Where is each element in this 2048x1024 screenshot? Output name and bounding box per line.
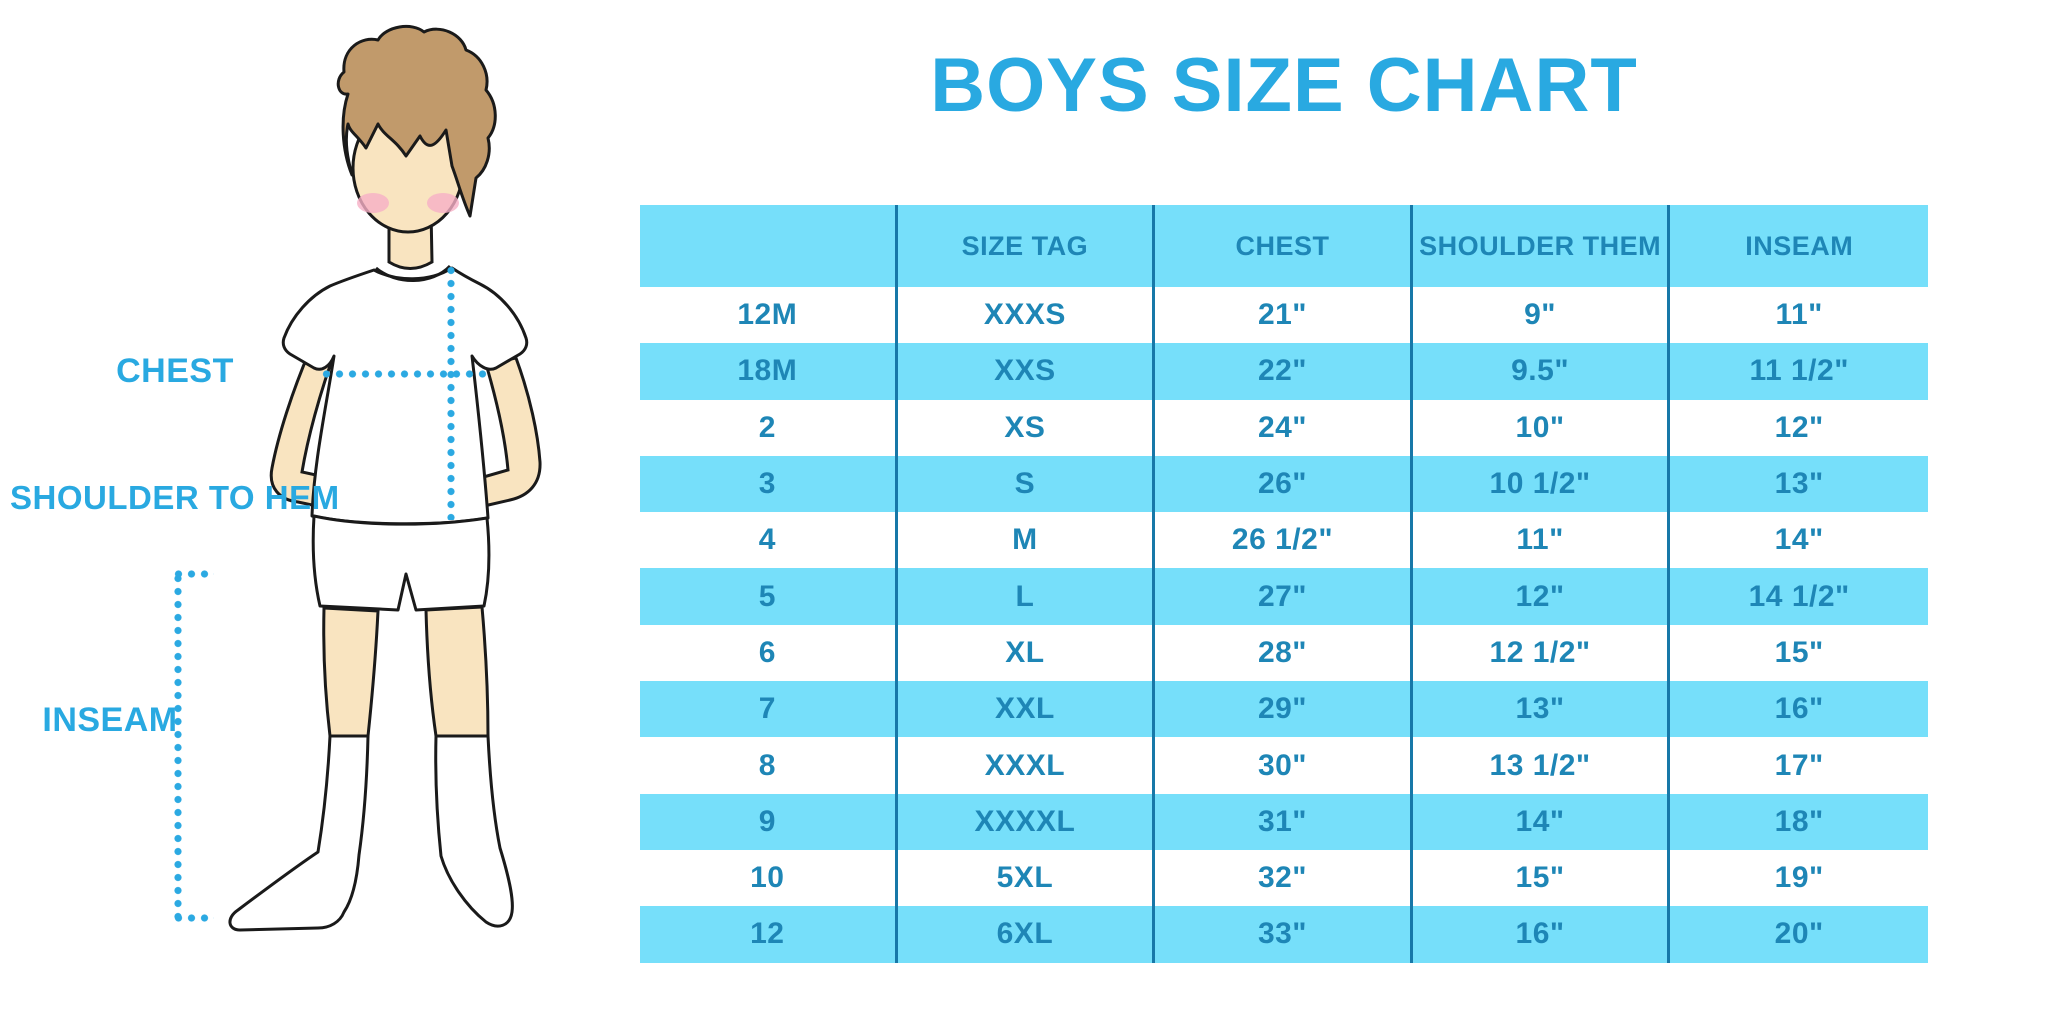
table-cell: 9" (1412, 287, 1671, 344)
column-header-shoulder: SHOULDER THEM (1412, 205, 1671, 287)
column-header-size (640, 205, 898, 287)
table-cell: 6XL (897, 906, 1156, 963)
table-cell: 14" (1670, 512, 1928, 569)
table-cell: 13 1/2" (1412, 737, 1671, 794)
left-arm (269, 348, 334, 510)
boy-illustration (228, 24, 542, 932)
table-cell: 14 1/2" (1670, 568, 1928, 625)
table-cell: 29" (1155, 681, 1413, 738)
table-cell: 18" (1670, 793, 1928, 850)
table-cell: 11" (1670, 287, 1928, 344)
column-header-inseam: INSEAM (1670, 205, 1928, 287)
table-cell: 26" (1155, 455, 1413, 513)
table-cell: 3 (640, 455, 898, 513)
table-cell: 12" (1670, 399, 1928, 456)
table-cell: 10 1/2" (1412, 455, 1671, 513)
table-cell: L (897, 568, 1156, 625)
table-cell: 11 1/2" (1670, 343, 1928, 400)
table-cell: XXXXL (897, 793, 1156, 850)
right-leg (424, 605, 490, 738)
shoulder-to-hem-label: SHOULDER TO HEM (10, 479, 340, 516)
shorts (311, 514, 491, 612)
table-cell: XXXS (897, 287, 1156, 344)
table-cell: 10 (640, 849, 898, 907)
right-arm (478, 356, 542, 508)
blush-right (427, 193, 459, 213)
table-cell: 9.5" (1412, 343, 1671, 400)
table-cell: 16" (1412, 906, 1671, 963)
table-cell: 7 (640, 681, 898, 738)
table-cell: XL (897, 624, 1156, 682)
table-cell: 16" (1670, 681, 1928, 738)
left-leg (322, 606, 380, 738)
table-cell: XXXL (897, 737, 1156, 794)
table-cell: 26 1/2" (1155, 512, 1413, 569)
table-cell: 15" (1670, 624, 1928, 682)
table-cell: 12 1/2" (1412, 624, 1671, 682)
table-cell: 6 (640, 624, 898, 682)
shoulder-hem-measure-line (445, 264, 457, 520)
table-cell: XXS (897, 343, 1156, 400)
table-cell: XXL (897, 681, 1156, 738)
table-cell: 9 (640, 793, 898, 850)
collar-line (375, 264, 452, 282)
inseam-measure-cap-bottom (172, 912, 214, 924)
table-cell: 33" (1155, 906, 1413, 963)
inseam-measure-line (172, 572, 184, 922)
table-cell: 15" (1412, 849, 1671, 907)
table-cell: 18M (640, 343, 898, 400)
table-cell: 14" (1412, 793, 1671, 850)
blush-left (357, 193, 389, 213)
table-cell: 17" (1670, 737, 1928, 794)
table-cell: M (897, 512, 1156, 569)
table-cell: XS (897, 399, 1156, 456)
chest-measure-line (320, 368, 488, 380)
table-cell: 10" (1412, 399, 1671, 456)
page-title: BOYS SIZE CHART (930, 43, 1638, 128)
table-cell: 12 (640, 906, 898, 963)
table-cell: 11" (1412, 512, 1671, 569)
table-cell: 27" (1155, 568, 1413, 625)
table-cell: 8 (640, 737, 898, 794)
table-cell: 21" (1155, 287, 1413, 344)
left-sock (228, 734, 370, 932)
table-cell: 32" (1155, 849, 1413, 907)
table-cell: 12M (640, 287, 898, 344)
inseam-label: INSEAM (42, 701, 178, 739)
table-cell: 24" (1155, 399, 1413, 456)
table-cell: 4 (640, 512, 898, 569)
table-cell: 19" (1670, 849, 1928, 907)
chest-label: CHEST (116, 352, 234, 390)
table-cell: 5XL (897, 849, 1156, 907)
table-cell: 12" (1412, 568, 1671, 625)
table-cell: 13" (1412, 681, 1671, 738)
table-cell: 20" (1670, 906, 1928, 963)
table-cell: 13" (1670, 455, 1928, 513)
hair (336, 24, 497, 218)
column-header-size-tag: SIZE TAG (897, 205, 1156, 287)
table-cell: 2 (640, 399, 898, 456)
size-table: SIZE TAG CHEST SHOULDER THEM INSEAM 12M … (640, 205, 1928, 963)
table-cell: S (897, 455, 1156, 513)
table-cell: 31" (1155, 793, 1413, 850)
table-cell: 28" (1155, 624, 1413, 682)
column-header-chest: CHEST (1155, 205, 1413, 287)
table-cell: 30" (1155, 737, 1413, 794)
table-cell: 5 (640, 568, 898, 625)
inseam-measure-cap-top (172, 568, 214, 580)
right-sock (434, 734, 514, 928)
table-cell: 22" (1155, 343, 1413, 400)
